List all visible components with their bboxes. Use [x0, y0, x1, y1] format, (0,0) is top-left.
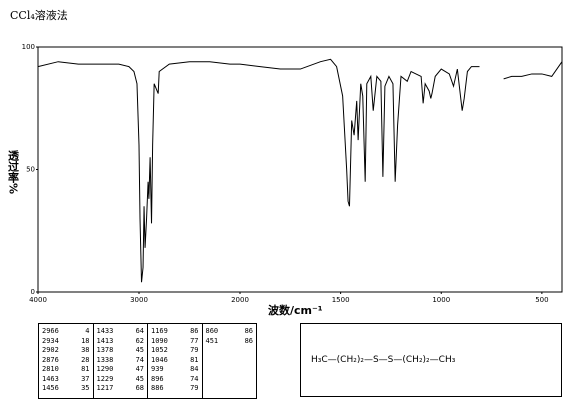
peak-row: 2810 81	[42, 365, 90, 375]
peak-wavenumber: 2966	[42, 327, 59, 335]
y-axis-label: 透过率%	[7, 150, 20, 194]
x-tick-label: 2000	[231, 296, 249, 304]
peak-table: 2966 4 2934 18 2902 38 2876 28 2810 81 1463 37 1456 3…	[38, 323, 257, 399]
chart-title: CCl₄溶液法	[10, 8, 68, 22]
y-tick-label: 50	[26, 166, 35, 174]
y-tick-label: 100	[22, 43, 35, 51]
peak-row: 1046 81	[151, 356, 199, 366]
peak-wavenumber: 1169	[151, 327, 168, 335]
peak-row: 860 86	[206, 327, 254, 337]
peak-transmittance: 45	[135, 374, 144, 383]
x-tick-label: 500	[535, 296, 548, 304]
x-tick-label: 4000	[29, 296, 47, 304]
peak-row: 1090 77	[151, 337, 199, 347]
peak-column: 2966 4 2934 18 2902 38 2876 28 2810 81 1463 37 1456 3…	[39, 324, 94, 398]
peak-transmittance: 68	[135, 384, 144, 392]
peak-column: 1169 86 1090 77 1052 79 1046 81 939 84 896 74 886 79	[148, 324, 203, 398]
peak-wavenumber: 896	[151, 374, 164, 383]
x-axis-label: 波数/cm⁻¹	[268, 303, 323, 317]
peak-transmittance: 74	[135, 355, 144, 364]
y-tick-label: 0	[31, 288, 35, 296]
peak-wavenumber: 1378	[96, 346, 114, 354]
peak-transmittance: 62	[135, 336, 144, 345]
peak-wavenumber: 2934	[42, 336, 59, 345]
peak-wavenumber: 886	[151, 384, 164, 392]
peak-transmittance: 86	[190, 327, 199, 335]
peak-wavenumber: 860	[205, 327, 219, 335]
peak-row: 1290 47	[97, 365, 145, 375]
structure-formula: H₃C—(CH₂)₂—S—S—(CH₂)₂—CH₃	[311, 355, 456, 365]
peak-wavenumber: 2902	[42, 346, 59, 354]
peak-row: 1169 86	[151, 327, 199, 337]
peak-transmittance: 77	[190, 336, 199, 345]
peak-wavenumber: 1046	[151, 355, 168, 364]
peak-transmittance: 79	[190, 346, 199, 354]
peak-transmittance: 18	[81, 336, 90, 345]
peak-row: 1463 37	[42, 375, 90, 385]
peak-row: 1456 35	[42, 384, 90, 394]
peak-transmittance: 81	[190, 355, 199, 364]
peak-row: 2934 18	[42, 337, 90, 347]
peak-column: 860 86 451 86	[203, 324, 257, 398]
x-tick-label: 1500	[332, 296, 350, 304]
peak-row: 1433 64	[97, 327, 145, 337]
peak-transmittance: 38	[81, 346, 90, 354]
peak-wavenumber: 2810	[42, 365, 59, 373]
peak-transmittance: 64	[135, 327, 144, 335]
peak-wavenumber: 1229	[96, 374, 114, 383]
peak-row: 939 84	[151, 365, 199, 375]
peak-transmittance: 4	[85, 327, 90, 335]
structure-box: H₃C—(CH₂)₂—S—S—(CH₂)₂—CH₃	[300, 323, 562, 397]
peak-transmittance: 86	[244, 327, 253, 335]
x-tick-label: 1000	[432, 296, 450, 304]
peak-row: 1217 68	[97, 384, 145, 394]
peak-wavenumber: 1052	[151, 346, 168, 354]
peak-transmittance: 28	[81, 355, 90, 364]
peak-row: 886 79	[151, 384, 199, 394]
peak-row: 451 86	[206, 337, 254, 347]
peak-wavenumber: 1217	[96, 384, 114, 392]
peak-wavenumber: 1090	[151, 336, 168, 345]
peak-transmittance: 86	[244, 336, 253, 345]
peak-row: 1229 45	[97, 375, 145, 385]
peak-transmittance: 37	[81, 374, 90, 383]
x-tick-label: 3000	[130, 296, 148, 304]
peak-transmittance: 84	[190, 365, 199, 373]
peak-row: 896 74	[151, 375, 199, 385]
peak-transmittance: 45	[135, 346, 144, 354]
peak-transmittance: 47	[135, 365, 144, 373]
peak-wavenumber: 1463	[42, 374, 59, 383]
peak-transmittance: 74	[190, 374, 199, 383]
peak-row: 2876 28	[42, 356, 90, 366]
peak-row: 2902 38	[42, 346, 90, 356]
peak-row: 1378 45	[97, 346, 145, 356]
peak-wavenumber: 939	[151, 365, 164, 373]
peak-wavenumber: 451	[205, 336, 219, 345]
peak-wavenumber: 1290	[96, 365, 114, 373]
chart: CCl₄溶液法 波数/cm⁻¹ 透过率% 0 50 100 4000 3000 2000 1…	[7, 8, 563, 317]
peak-row: 2966 4	[42, 327, 90, 337]
peak-wavenumber: 1456	[42, 384, 59, 392]
peak-row: 1338 74	[97, 356, 145, 366]
spectrum-line	[37, 58, 563, 283]
peak-column: 1433 64 1413 62 1378 45 1338 74 1290 47 1229 45 1217…	[94, 324, 148, 398]
plot-frame	[37, 46, 563, 293]
peak-row: 1052 79	[151, 346, 199, 356]
peak-wavenumber: 1413	[96, 336, 114, 345]
peak-wavenumber: 1433	[96, 327, 114, 335]
peak-transmittance: 81	[81, 365, 90, 373]
peak-row: 1413 62	[97, 337, 145, 347]
peak-wavenumber: 2876	[42, 355, 59, 364]
peak-transmittance: 79	[190, 384, 199, 392]
peak-transmittance: 35	[81, 384, 90, 392]
peak-wavenumber: 1338	[96, 355, 114, 364]
